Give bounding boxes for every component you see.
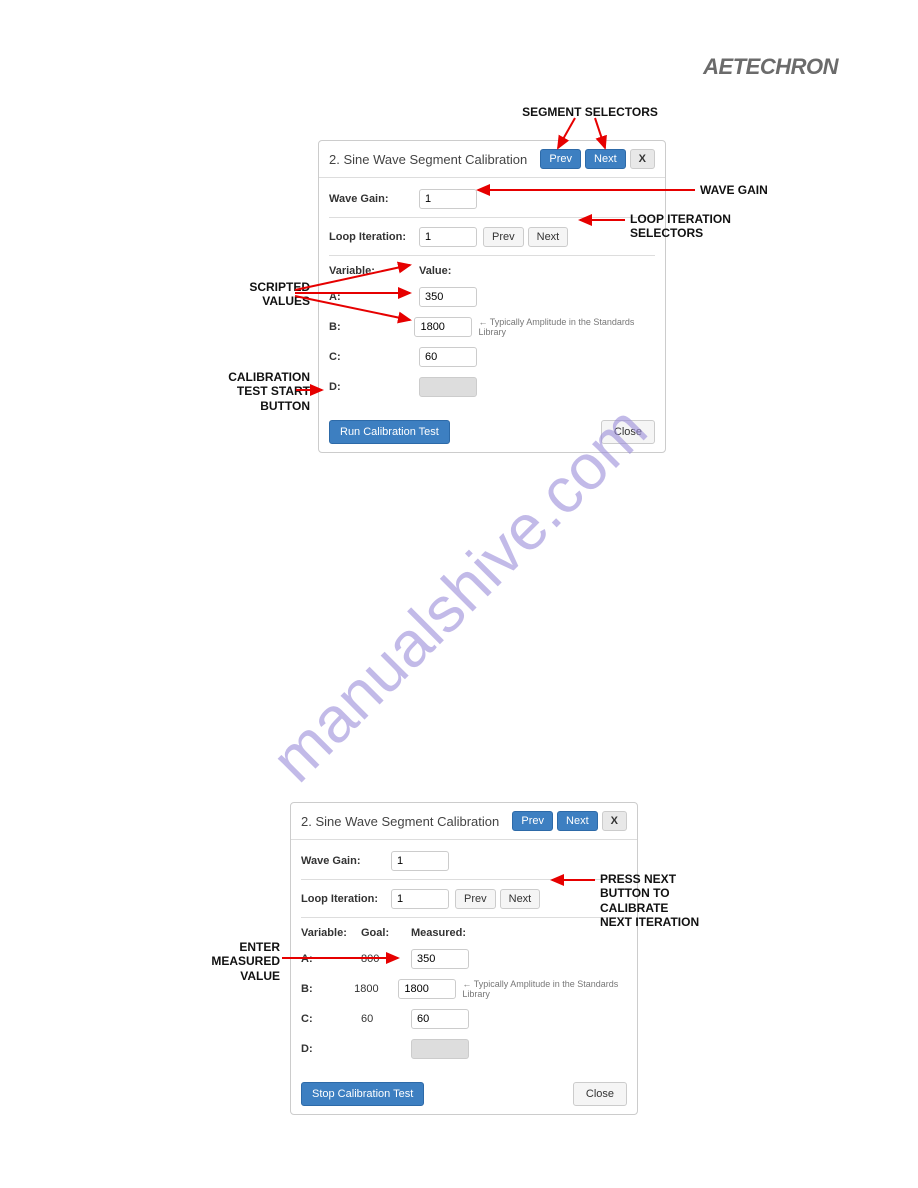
loop-iteration-input[interactable] <box>419 227 477 247</box>
variable-header: Variable: <box>329 265 419 277</box>
dialog-title-2: 2. Sine Wave Segment Calibration <box>301 814 499 829</box>
var-a-label-2: A: <box>301 953 361 965</box>
var-c-input[interactable] <box>419 347 477 367</box>
callout-cal-start: CALIBRATIONTEST STARTBUTTON <box>180 370 310 413</box>
calibration-dialog-2: 2. Sine Wave Segment Calibration Prev Ne… <box>290 802 638 1115</box>
dialog-header: 2. Sine Wave Segment Calibration Prev Ne… <box>319 141 665 178</box>
close-button[interactable]: Close <box>601 420 655 444</box>
var-a-label: A: <box>329 291 419 303</box>
callout-press-next: PRESS NEXTBUTTON TOCALIBRATENEXT ITERATI… <box>600 872 750 930</box>
amplitude-hint-2: ← Typically Amplitude in the Standards L… <box>462 979 627 999</box>
var-b-input[interactable] <box>414 317 472 337</box>
var-a-measured-input[interactable] <box>411 949 469 969</box>
loop-iteration-label-2: Loop Iteration: <box>301 893 391 905</box>
loop-next-button-2[interactable]: Next <box>500 889 541 909</box>
loop-prev-button-2[interactable]: Prev <box>455 889 496 909</box>
wave-gain-label-2: Wave Gain: <box>301 855 391 867</box>
var-c-label: C: <box>329 351 419 363</box>
close-x-button-2[interactable]: X <box>602 811 627 831</box>
calibration-dialog-1: 2. Sine Wave Segment Calibration Prev Ne… <box>318 140 666 453</box>
var-a-input[interactable] <box>419 287 477 307</box>
var-b-label: B: <box>329 321 414 333</box>
run-calibration-button[interactable]: Run Calibration Test <box>329 420 450 444</box>
callout-scripted-values: SCRIPTEDVALUES <box>200 280 310 309</box>
segment-prev-button-2[interactable]: Prev <box>512 811 553 831</box>
callout-loop-iter: LOOP ITERATIONSELECTORS <box>630 212 770 241</box>
var-c-goal: 60 <box>361 1013 411 1025</box>
segment-next-button[interactable]: Next <box>585 149 626 169</box>
loop-prev-button[interactable]: Prev <box>483 227 524 247</box>
wave-gain-label: Wave Gain: <box>329 193 419 205</box>
var-d-label: D: <box>329 381 419 393</box>
var-d-label-2: D: <box>301 1043 361 1055</box>
loop-iteration-input-2[interactable] <box>391 889 449 909</box>
var-c-label-2: C: <box>301 1013 361 1025</box>
var-b-label-2: B: <box>301 983 354 995</box>
var-c-measured-input[interactable] <box>411 1009 469 1029</box>
var-a-goal: 800 <box>361 953 411 965</box>
amplitude-hint: ← Typically Amplitude in the Standards L… <box>478 317 655 337</box>
callout-segment-selectors: SEGMENT SELECTORS <box>500 105 680 119</box>
loop-iteration-label: Loop Iteration: <box>329 231 419 243</box>
wave-gain-input[interactable] <box>419 189 477 209</box>
loop-next-button[interactable]: Next <box>528 227 569 247</box>
dialog-header-2: 2. Sine Wave Segment Calibration Prev Ne… <box>291 803 637 840</box>
segment-next-button-2[interactable]: Next <box>557 811 598 831</box>
callout-enter-measured: ENTERMEASUREDVALUE <box>180 940 280 983</box>
brand-logo: AETECHRON <box>703 54 838 80</box>
goal-header: Goal: <box>361 927 411 939</box>
var-b-measured-input[interactable] <box>398 979 456 999</box>
wave-gain-input-2[interactable] <box>391 851 449 871</box>
var-b-goal: 1800 <box>354 983 398 995</box>
variable-header-2: Variable: <box>301 927 361 939</box>
close-x-button[interactable]: X <box>630 149 655 169</box>
stop-calibration-button[interactable]: Stop Calibration Test <box>301 1082 424 1106</box>
dialog-title: 2. Sine Wave Segment Calibration <box>329 152 527 167</box>
close-button-2[interactable]: Close <box>573 1082 627 1106</box>
callout-wave-gain: WAVE GAIN <box>700 183 768 197</box>
var-d-measured-input <box>411 1039 469 1059</box>
segment-prev-button[interactable]: Prev <box>540 149 581 169</box>
var-d-input <box>419 377 477 397</box>
measured-header: Measured: <box>411 927 466 939</box>
value-header: Value: <box>419 265 451 277</box>
